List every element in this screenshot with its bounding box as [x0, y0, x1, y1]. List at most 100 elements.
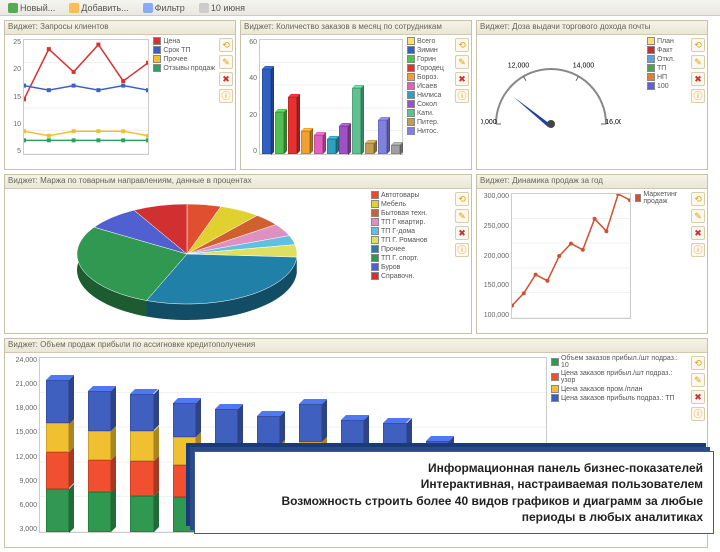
widget-toolbar: ⟲ ✎ ✖ ⓘ	[689, 189, 707, 333]
svg-text:10,000: 10,000	[481, 119, 497, 126]
legend-label: ТП Г. спорт.	[381, 255, 418, 262]
legend-label: Исаев	[417, 83, 437, 90]
legend-label: Объем заказов прибыл./шт подраз.: 10	[561, 355, 687, 369]
calendar-icon	[199, 3, 209, 13]
add-button[interactable]: Добавить...	[65, 2, 132, 14]
legend-label: 100	[657, 83, 669, 90]
legend-item: Цена	[153, 37, 215, 45]
legend-item: ТП Г-дома	[371, 227, 451, 235]
config-icon[interactable]: ✎	[691, 373, 705, 387]
widget-toolbar: ⟲ ✎ ✖ ⓘ	[689, 35, 707, 169]
y-axis: 6040200	[241, 39, 257, 155]
bar1-chart: 6040200	[241, 35, 405, 169]
svg-text:14,000: 14,000	[573, 63, 595, 70]
info-icon[interactable]: ⓘ	[691, 89, 705, 103]
legend-label: Мебель	[381, 201, 406, 208]
close-icon[interactable]: ✖	[691, 72, 705, 86]
legend-swatch	[407, 73, 415, 81]
refresh-icon[interactable]: ⟲	[219, 38, 233, 52]
info-icon[interactable]: ⓘ	[219, 89, 233, 103]
config-icon[interactable]: ✎	[455, 55, 469, 69]
widget-toolbar: ⟲ ✎ ✖ ⓘ	[453, 35, 471, 169]
config-icon[interactable]: ✎	[455, 209, 469, 223]
legend-item: ТП Г. Романов	[371, 236, 451, 244]
legend-label: Сокол	[417, 101, 437, 108]
close-icon[interactable]: ✖	[455, 72, 469, 86]
legend-swatch	[371, 272, 379, 280]
close-icon[interactable]: ✖	[455, 226, 469, 240]
legend-item: НП	[647, 73, 687, 81]
legend-label: Прочее	[163, 56, 187, 63]
caption-line-2: Интерактивная, настраиваемая пользовател…	[205, 476, 703, 492]
widget-title: Виджет: Маржа по товарным направлениям, …	[5, 175, 471, 189]
legend-label: Срок ТП	[163, 47, 190, 54]
config-icon[interactable]: ✎	[691, 55, 705, 69]
widget-toolbar: ⟲ ✎ ✖ ⓘ	[453, 189, 471, 333]
config-icon[interactable]: ✎	[219, 55, 233, 69]
legend-label: Нилиса	[417, 92, 441, 99]
legend-swatch	[407, 127, 415, 135]
legend-swatch	[371, 236, 379, 244]
widget-title: Виджет: Доза выдачи торгового дохода поч…	[477, 21, 707, 35]
info-icon[interactable]: ⓘ	[455, 89, 469, 103]
legend: Цена Срок ТП Прочее Отзывы продаж	[151, 35, 217, 169]
legend-swatch	[551, 394, 559, 402]
legend-label: Цена	[163, 38, 180, 45]
info-icon[interactable]: ⓘ	[455, 243, 469, 257]
refresh-icon[interactable]: ⟲	[691, 192, 705, 206]
legend-label: Автотовары	[381, 192, 420, 199]
config-icon[interactable]: ✎	[691, 209, 705, 223]
legend-item: Бытовая техн.	[371, 209, 451, 217]
widget-pie-margin: Виджет: Маржа по товарным направлениям, …	[4, 174, 472, 334]
legend-label: Бытовая техн.	[381, 210, 427, 217]
add-label: Добавить...	[81, 3, 128, 13]
legend-label: Бороз.	[417, 74, 438, 81]
new-label: Новый...	[20, 3, 55, 13]
legend-item: Прочее	[371, 245, 451, 253]
legend-label: Факт	[657, 47, 673, 54]
widget-toolbar: ⟲ ✎ ✖ ⓘ	[217, 35, 235, 169]
period-label: 10 июня	[211, 3, 245, 13]
filter-label: Фильтр	[155, 3, 185, 13]
filter-button[interactable]: Фильтр	[139, 2, 189, 14]
period-selector[interactable]: 10 июня	[195, 2, 249, 14]
widget-line-sales: Виджет: Динамика продаж за год 300,00025…	[476, 174, 708, 334]
refresh-icon[interactable]: ⟲	[691, 38, 705, 52]
main-toolbar: Новый... Добавить... Фильтр 10 июня	[0, 0, 720, 16]
legend: ПланФактОткл.ТПНП100	[645, 35, 689, 169]
refresh-icon[interactable]: ⟲	[455, 38, 469, 52]
refresh-icon[interactable]: ⟲	[691, 356, 705, 370]
legend-item: Городец	[407, 64, 451, 72]
legend-label: Городец	[417, 65, 444, 72]
refresh-icon[interactable]: ⟲	[455, 192, 469, 206]
legend-item: Буров	[371, 263, 451, 271]
legend-label: Зимин	[417, 47, 438, 54]
legend-label: Цена заказов прибыль подраз.: ТП	[561, 395, 675, 402]
widget-title: Виджет: Количество заказов в месяц по со…	[241, 21, 471, 35]
legend-swatch	[371, 218, 379, 226]
legend-swatch	[647, 82, 655, 90]
close-icon[interactable]: ✖	[691, 390, 705, 404]
info-icon[interactable]: ⓘ	[691, 407, 705, 421]
legend-swatch	[647, 64, 655, 72]
legend-label: Горин	[417, 56, 436, 63]
legend-item: 100	[647, 82, 687, 90]
widget-line-requests: Виджет: Запросы клиентов 252015105 ЦенаС…	[4, 20, 236, 170]
close-icon[interactable]: ✖	[219, 72, 233, 86]
legend-swatch	[407, 118, 415, 126]
caption-line-4: периоды в любых аналитиках	[205, 509, 703, 525]
legend-label: Прочее	[381, 246, 405, 253]
new-button[interactable]: Новый...	[4, 2, 59, 14]
svg-text:12,000: 12,000	[508, 63, 530, 70]
y-axis: 300,000250,000200,000150,000100,000	[477, 193, 509, 319]
legend-item: Откл.	[647, 55, 687, 63]
y-axis: 252015105	[5, 39, 21, 155]
legend-item: Бороз.	[407, 73, 451, 81]
info-icon[interactable]: ⓘ	[691, 243, 705, 257]
legend-item: Зимин	[407, 46, 451, 54]
close-icon[interactable]: ✖	[691, 226, 705, 240]
legend-label: Отзывы продаж	[163, 65, 215, 72]
caption-overlay: Информационная панель бизнес-показателей…	[194, 451, 714, 534]
legend-swatch	[647, 55, 655, 63]
legend-item: Срок ТП	[153, 46, 215, 54]
